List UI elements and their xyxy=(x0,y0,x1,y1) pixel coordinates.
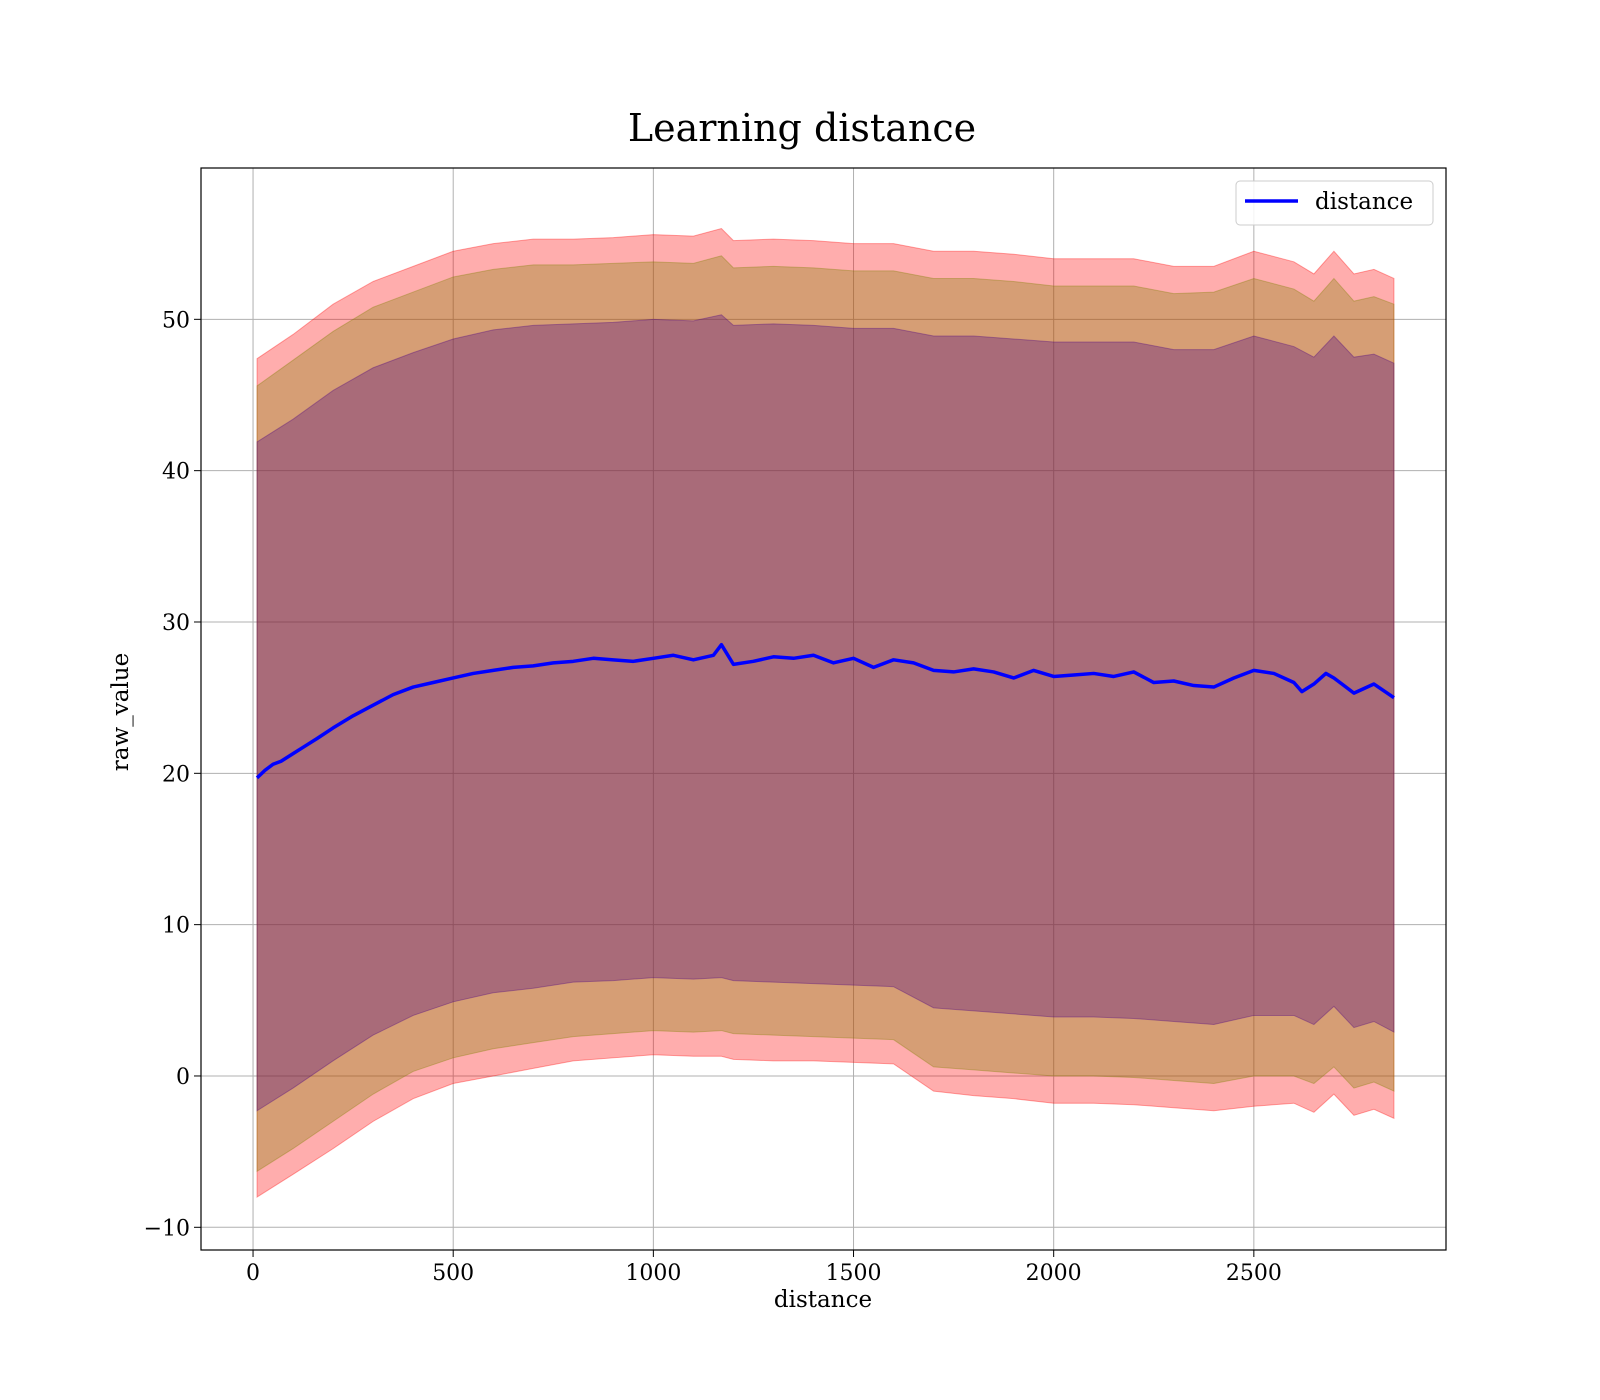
band-outer xyxy=(256,227,1395,1198)
legend-label: distance xyxy=(1315,189,1413,215)
y-tick-label: 0 xyxy=(176,1065,190,1090)
band-inner xyxy=(256,314,1395,1112)
y-tick-label: −10 xyxy=(144,1216,190,1241)
y-axis-label: raw_value xyxy=(108,653,134,771)
legend: distance xyxy=(1235,180,1434,226)
y-tick-label: 20 xyxy=(162,762,190,787)
x-tick-label: 1500 xyxy=(826,1261,882,1286)
plot-frame xyxy=(200,167,1447,1251)
y-tick-label: 50 xyxy=(162,308,190,333)
band-middle xyxy=(256,255,1395,1173)
y-tick-label: 10 xyxy=(162,914,190,939)
line-layer xyxy=(255,642,1395,780)
y-tick-label: 40 xyxy=(162,460,190,485)
x-axis-ticks: 0 500 1000 1500 2000 2500 xyxy=(246,1250,1282,1286)
x-tick-label: 2000 xyxy=(1026,1261,1082,1286)
x-axis-label: distance xyxy=(774,1287,872,1313)
series-line-distance xyxy=(255,642,1395,780)
chart-title: Learning distance xyxy=(628,106,976,150)
x-tick-label: 2500 xyxy=(1226,1261,1282,1286)
y-tick-label: 30 xyxy=(162,611,190,636)
y-axis-ticks: −10 0 10 20 30 40 50 xyxy=(144,308,201,1241)
x-tick-label: 0 xyxy=(246,1261,260,1286)
x-tick-label: 1000 xyxy=(625,1261,681,1286)
x-tick-label: 500 xyxy=(432,1261,474,1286)
legend-box xyxy=(1235,180,1434,226)
grid xyxy=(201,168,1446,1250)
band-layer xyxy=(256,227,1395,1198)
